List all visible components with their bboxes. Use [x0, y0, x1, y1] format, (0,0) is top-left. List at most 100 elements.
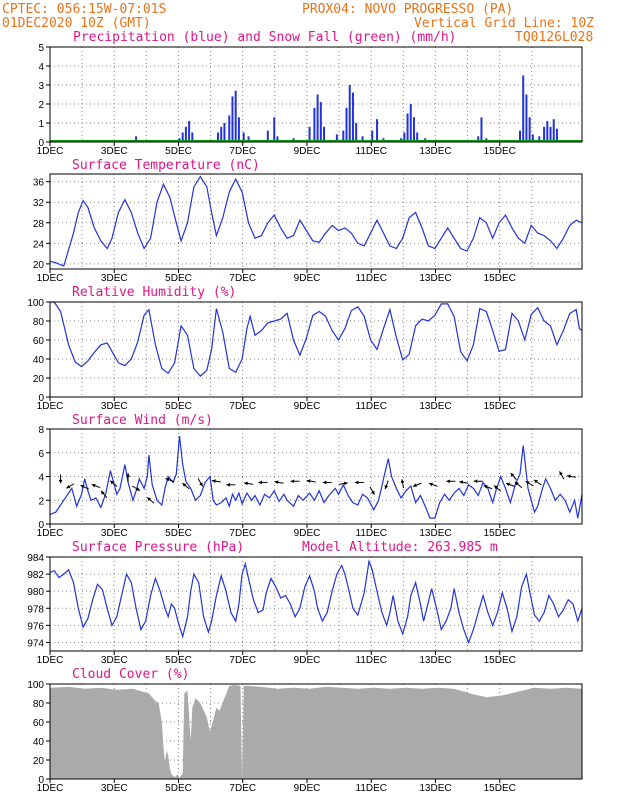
- cloud-area: [50, 685, 582, 779]
- precip-xtick-label: 3DEC: [101, 146, 128, 157]
- wind-xtick-label: 15DEC: [484, 528, 516, 539]
- wind-frame: [49, 428, 583, 525]
- precip-bar: [223, 123, 226, 142]
- wind-arrow: [533, 479, 542, 486]
- wind-xtick-label: 7DEC: [229, 528, 256, 539]
- rh-xtick-label: 5DEC: [165, 401, 192, 412]
- precip-bar: [552, 119, 555, 142]
- precip-frame: [49, 46, 583, 143]
- precip-bar: [376, 119, 379, 142]
- wind-xtick-label: 1DEC: [37, 528, 64, 539]
- pressure-panel: 974 976 978 980 982 984 1DEC 3DEC 5DEC 7DEC 9DEC 11…: [27, 553, 583, 666]
- precip-ytick-label: 4: [38, 62, 44, 73]
- temp-ytick-label: 36: [33, 178, 45, 189]
- temp-xtick-label: 15DEC: [484, 273, 516, 284]
- rh-ytick-label: 60: [33, 336, 45, 347]
- pressure-xtick-label: 13DEC: [419, 655, 451, 666]
- wind-arrow: [244, 481, 254, 486]
- precip-bar: [543, 126, 546, 142]
- rh-xtick-label: 3DEC: [101, 401, 128, 412]
- wind-arrow: [493, 485, 502, 492]
- rh-ytick-label: 100: [27, 298, 44, 309]
- header-location: CPTEC: 056:15W-07:01S: [2, 2, 166, 17]
- temp-line: [49, 175, 583, 267]
- wind-arrow: [354, 480, 364, 485]
- wind-ytick-label: 0: [38, 520, 44, 531]
- wind-arrow: [258, 480, 268, 485]
- precip-bar: [247, 136, 250, 142]
- wind-arrow: [525, 480, 534, 487]
- wind-arrow: [100, 490, 108, 499]
- precip-panel: 0 1 2 3 4 5 1DEC 3DEC 5DEC 7DEC 9DEC 11DEC 13DEC 15DE…: [37, 43, 583, 157]
- wind-arrow: [510, 472, 517, 481]
- cloud-xtick-label: 5DEC: [165, 783, 192, 794]
- precip-bar: [273, 117, 276, 142]
- wind-arrow: [322, 480, 332, 485]
- pressure-ytick-label: 976: [27, 621, 44, 632]
- precip-bar: [549, 126, 552, 142]
- precip-bar: [522, 75, 525, 142]
- wind-arrow: [514, 481, 523, 489]
- precip-bar: [477, 136, 480, 142]
- wind-arrow: [66, 483, 75, 489]
- wind-arrow: [459, 480, 469, 485]
- precip-xtick-label: 7DEC: [229, 146, 256, 157]
- temp-xtick-label: 11DEC: [356, 273, 388, 284]
- cloud-ytick-label: 100: [27, 680, 44, 691]
- precip-bar: [237, 117, 240, 142]
- rh-xtick-label: 13DEC: [419, 401, 451, 412]
- precip-bar: [242, 132, 245, 142]
- precip-bar: [323, 126, 326, 142]
- precip-ytick-label: 3: [38, 81, 44, 92]
- precip-bar: [220, 126, 223, 142]
- cloud-ytick-label: 60: [33, 718, 45, 729]
- precip-bar: [135, 136, 138, 142]
- precip-xtick-label: 11DEC: [356, 146, 388, 157]
- cloud-title: Cloud Cover (%): [72, 667, 189, 682]
- precip-bar: [518, 130, 521, 142]
- rh-ytick-label: 0: [38, 393, 44, 404]
- pressure-xtick-label: 15DEC: [484, 655, 516, 666]
- precip-bar: [217, 132, 220, 142]
- pressure-xtick-label: 7DEC: [229, 655, 256, 666]
- precip-bar: [335, 134, 338, 142]
- pressure-frame: [49, 556, 583, 652]
- precip-bar: [355, 123, 358, 142]
- wind-arrow: [131, 485, 141, 492]
- temp-title: Surface Temperature (nC): [72, 158, 260, 173]
- wind-arrow: [109, 480, 118, 487]
- pressure-xtick-label: 9DEC: [294, 655, 321, 666]
- header-model: TQ0126L028: [515, 30, 593, 45]
- cloud-xtick-label: 9DEC: [294, 783, 321, 794]
- cloud-ytick-label: 40: [33, 737, 45, 748]
- precip-bar: [525, 94, 528, 142]
- temp-xtick-label: 3DEC: [101, 273, 128, 284]
- wind-arrow: [559, 471, 565, 480]
- rh-xtick-label: 9DEC: [294, 401, 321, 412]
- precip-bar: [345, 107, 348, 142]
- temp-xtick-label: 5DEC: [165, 273, 192, 284]
- wind-line: [49, 436, 583, 519]
- wind-arrow: [306, 479, 316, 483]
- precip-bar: [313, 107, 316, 142]
- wind-arrow: [211, 479, 221, 483]
- wind-arrow: [384, 480, 389, 490]
- precip-bar: [319, 102, 322, 142]
- wind-arrow: [58, 474, 63, 484]
- wind-ytick-label: 8: [38, 425, 44, 436]
- precip-bar: [371, 130, 374, 142]
- wind-arrow: [182, 482, 190, 490]
- header-date: 01DEC2020 10Z (GMT): [2, 16, 151, 31]
- wind-title: Surface Wind (m/s): [72, 413, 213, 428]
- cloud-ytick-label: 20: [33, 756, 45, 767]
- wind-arrow: [338, 481, 348, 486]
- cloud-frame: [49, 683, 583, 780]
- precip-xtick-label: 1DEC: [37, 146, 64, 157]
- cloud-ytick-label: 80: [33, 699, 45, 710]
- temp-xtick-label: 9DEC: [294, 273, 321, 284]
- precip-bar: [316, 94, 319, 142]
- temp-ytick-label: 20: [33, 260, 45, 271]
- precip-bar: [403, 132, 406, 142]
- temp-ytick-label: 28: [33, 219, 45, 230]
- wind-arrow: [369, 486, 375, 495]
